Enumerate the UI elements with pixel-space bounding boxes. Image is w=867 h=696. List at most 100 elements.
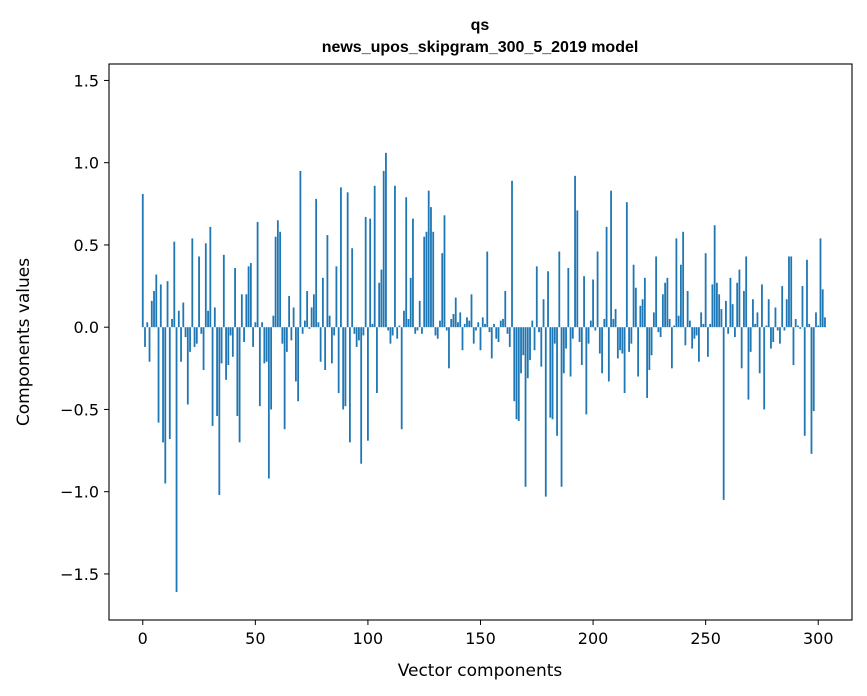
bar xyxy=(634,287,637,328)
bar xyxy=(819,238,822,328)
bar xyxy=(398,325,401,328)
bar xyxy=(569,327,572,377)
bar xyxy=(695,327,698,336)
bar xyxy=(306,291,309,328)
bar xyxy=(254,322,257,328)
bar xyxy=(204,243,207,328)
bar xyxy=(225,327,227,380)
bar xyxy=(666,277,669,328)
bar xyxy=(337,327,340,393)
bar xyxy=(427,190,430,328)
bar xyxy=(801,286,804,328)
bar xyxy=(412,218,414,328)
bar xyxy=(349,327,351,443)
bar xyxy=(317,322,320,328)
bar xyxy=(274,236,277,328)
bar xyxy=(292,307,295,328)
bar xyxy=(684,327,687,346)
bar xyxy=(643,277,646,328)
bar xyxy=(376,327,378,393)
bar xyxy=(475,327,477,331)
bar xyxy=(213,307,216,328)
x-tick-label: 300 xyxy=(803,629,834,648)
bar xyxy=(272,315,275,328)
bar xyxy=(526,327,529,379)
bar xyxy=(146,322,149,328)
bar xyxy=(216,327,218,417)
bar xyxy=(198,256,200,328)
bar xyxy=(621,327,624,354)
bar xyxy=(542,299,545,328)
bar xyxy=(441,253,444,328)
bar xyxy=(423,236,426,328)
bar xyxy=(749,327,752,352)
bar xyxy=(783,327,786,331)
bar xyxy=(598,327,601,354)
bar xyxy=(540,327,543,367)
bar xyxy=(592,279,594,328)
bar xyxy=(405,197,408,328)
bar xyxy=(576,210,579,328)
bar xyxy=(535,266,538,328)
bar xyxy=(677,315,680,328)
bar xyxy=(747,327,750,400)
bar xyxy=(252,327,254,347)
bar xyxy=(281,327,284,344)
bar xyxy=(522,327,525,356)
bar xyxy=(159,284,162,328)
bar xyxy=(421,327,423,334)
y-tick-label: −1.5 xyxy=(60,565,99,584)
bar xyxy=(312,294,315,328)
bar xyxy=(445,327,448,331)
bar xyxy=(409,277,412,328)
bar xyxy=(432,231,435,328)
bar xyxy=(499,320,502,328)
bar xyxy=(725,300,727,328)
bar xyxy=(283,327,286,430)
bar xyxy=(418,300,421,328)
y-tick-label: 0.0 xyxy=(74,318,99,337)
bar xyxy=(506,327,509,334)
bar xyxy=(628,327,630,352)
bar xyxy=(720,309,723,328)
bar xyxy=(524,327,527,487)
bar xyxy=(515,327,518,420)
bar xyxy=(682,231,685,328)
bar xyxy=(247,266,250,328)
bar xyxy=(369,218,372,328)
bar xyxy=(652,312,655,328)
bar xyxy=(623,327,626,393)
bar xyxy=(385,152,387,328)
bar xyxy=(614,309,617,328)
bar xyxy=(481,317,484,328)
bar xyxy=(707,327,709,357)
bar xyxy=(612,318,615,328)
bar xyxy=(288,295,291,328)
bar xyxy=(164,327,167,484)
bar xyxy=(144,327,146,347)
x-tick-label: 50 xyxy=(245,629,265,648)
bar xyxy=(472,327,475,344)
chart-title: qs xyxy=(471,17,490,34)
bar xyxy=(754,323,757,328)
bar xyxy=(180,327,182,362)
bar xyxy=(184,327,187,338)
bar xyxy=(182,302,185,328)
bar xyxy=(461,327,464,351)
bar xyxy=(745,256,748,328)
bar xyxy=(639,305,642,328)
x-tick-label: 150 xyxy=(465,629,496,648)
bar xyxy=(155,274,158,328)
bar xyxy=(229,327,232,336)
bar xyxy=(211,327,214,426)
bar xyxy=(416,327,419,331)
bar xyxy=(297,327,300,402)
bar xyxy=(378,282,381,328)
bar xyxy=(625,202,628,328)
bar xyxy=(574,175,576,328)
bar xyxy=(538,327,540,333)
bar xyxy=(189,327,191,352)
bar xyxy=(186,327,189,405)
bar xyxy=(806,259,808,328)
bar xyxy=(319,327,322,362)
